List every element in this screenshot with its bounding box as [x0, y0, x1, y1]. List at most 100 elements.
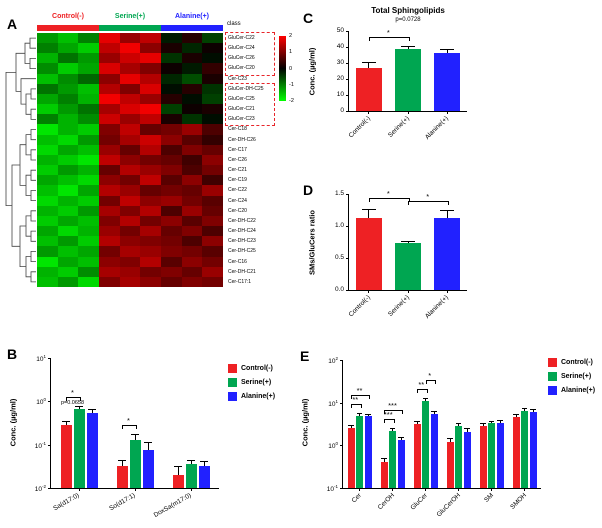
heatmap-cell	[37, 256, 59, 268]
bar	[455, 426, 462, 488]
heatmap-cell	[140, 246, 162, 257]
heatmap-cell	[202, 93, 224, 105]
heatmap-cell	[99, 195, 121, 207]
y-axis-label: Conc. (µg/ml)	[300, 398, 310, 447]
heatmap-row-label: Cer-C17	[228, 146, 247, 153]
heatmap-cell	[202, 266, 224, 278]
heatmap-cell	[119, 73, 141, 85]
error-bar-cap	[464, 428, 470, 430]
error-bar	[407, 46, 409, 49]
bar	[355, 67, 382, 111]
legend-label: Serine(+)	[561, 373, 592, 380]
sig-label: *	[428, 370, 432, 380]
sig-label: **	[352, 395, 359, 405]
error-bar	[515, 414, 517, 418]
x-tick	[392, 488, 393, 491]
error-bar-cap	[348, 424, 354, 426]
legend-item: Control(-)	[548, 358, 595, 367]
heatmap-row-label: Cer-DH-C26	[228, 136, 256, 143]
y-tick	[346, 111, 349, 112]
heatmap-cell	[140, 33, 162, 44]
y-tick-label: 101	[36, 354, 46, 364]
heatmap-row-label: Cer-C26	[228, 156, 247, 163]
heatmap-cell	[119, 144, 141, 156]
heatmap-row-label: Cer-C20	[228, 207, 247, 214]
error-bar	[458, 423, 459, 427]
heatmap-cell	[161, 144, 183, 156]
heatmap-cell	[181, 185, 203, 196]
error-bar-cap	[513, 414, 519, 416]
heatmap-cell	[78, 165, 100, 176]
highlight-box	[225, 82, 275, 127]
heatmap-cell	[57, 236, 79, 247]
heatmap-cell	[99, 266, 121, 278]
heatmap-cell	[99, 124, 121, 135]
error-bar	[147, 442, 149, 451]
heatmap-cell	[181, 93, 203, 105]
heatmap-cell	[99, 114, 121, 125]
heatmap-cell	[37, 195, 59, 207]
error-bar	[524, 407, 525, 411]
heatmap-cell	[181, 144, 203, 156]
y-tick-label: 10-1	[326, 484, 338, 494]
heatmap-cell	[181, 124, 203, 135]
heatmap-cell	[99, 276, 121, 288]
heatmap-cell	[99, 104, 121, 115]
heatmap-row-label: GluCer-C23	[228, 116, 255, 123]
heatmap-cell	[161, 33, 183, 44]
heatmap-row-label: Cer-DH-C21	[228, 268, 256, 275]
heatmap-row-label: Cer-C17:1	[228, 278, 252, 285]
heatmap-cell	[161, 83, 183, 95]
plot-area: Conc. (µg/ml) 102 101 100 10-1 Cer CerOH GluCe…	[301, 356, 541, 518]
x-tick	[524, 488, 525, 491]
error-bar-cap	[61, 420, 71, 422]
heatmap-cell	[202, 165, 224, 176]
heatmap-cell	[181, 114, 203, 125]
heatmap-cell	[202, 114, 224, 125]
heatmap-cell	[181, 266, 203, 278]
heatmap-cell	[119, 205, 141, 217]
heatmap-cell	[57, 73, 79, 85]
heatmap-cell	[78, 154, 100, 166]
heatmap-cell	[57, 185, 79, 196]
x-tick	[446, 290, 448, 293]
heatmap-cell	[181, 205, 203, 217]
heatmap-cell	[57, 33, 79, 44]
x-tick	[368, 290, 370, 293]
sphingoid-bases-chart: Conc. (µg/ml) 101 100 10-1 10-2 Sa(d17:0) So(…	[4, 340, 296, 526]
legend-item: Control(-)	[228, 364, 275, 373]
bar	[60, 425, 72, 488]
heatmap-group-label: Serine(+)	[114, 13, 146, 20]
bar	[430, 413, 438, 488]
error-bar-cap	[488, 420, 495, 422]
heatmap-cell	[99, 215, 121, 227]
heatmap-cell	[181, 276, 203, 288]
heatmap-row-label: Cer-C18	[228, 126, 247, 133]
heatmap-row-label: Cer-DH-C24	[228, 228, 256, 235]
heatmap-cell	[140, 276, 162, 288]
heatmap-cell	[161, 114, 183, 125]
error-bar	[78, 406, 80, 410]
bar	[512, 417, 520, 488]
heatmap-row-label: Cer-C21	[228, 167, 247, 174]
heatmap-cell	[202, 215, 224, 227]
heatmap-cell	[37, 63, 59, 75]
y-axis-label: Conc. (µg/ml)	[307, 47, 317, 96]
error-bar	[532, 409, 534, 412]
class-bar-segment	[161, 25, 223, 31]
heatmap-cell	[119, 215, 141, 227]
y-tick	[340, 445, 343, 447]
heatmap-cell	[78, 215, 100, 227]
legend: Control(-) Serine(+) Alanine(+)	[228, 364, 275, 406]
heatmap-row-labels: GluCer-C22 GluCer-C24 GluCer-C26 GluCer-C20…	[225, 32, 277, 287]
heatmap-cell	[181, 63, 203, 75]
x-tick-label: Sa(d17:0)	[52, 492, 81, 513]
heatmap-cell	[202, 73, 224, 85]
x-tick-label: DoxSa(m17:0)	[152, 492, 193, 520]
error-bar-cap	[497, 420, 503, 422]
error-bar-cap	[414, 420, 420, 422]
heatmap-cell	[37, 165, 59, 176]
sig-bracket	[66, 397, 81, 402]
y-tick-label: 100	[36, 397, 46, 407]
x-tick	[425, 488, 426, 491]
